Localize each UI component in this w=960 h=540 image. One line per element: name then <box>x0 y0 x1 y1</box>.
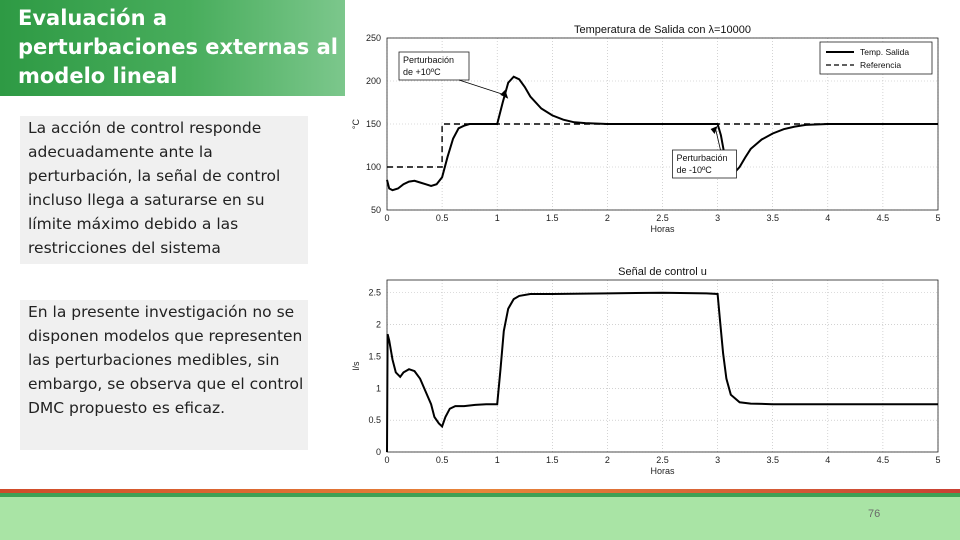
annotation-box <box>398 51 470 81</box>
y-tick-label: 1 <box>376 383 381 393</box>
x-tick-label: 3 <box>715 213 720 223</box>
annotation-arrow <box>458 79 505 96</box>
x-tick-label: 3.5 <box>766 213 779 223</box>
legend-label: Referencia <box>860 60 901 70</box>
slide-title: Evaluación a perturbaciones externas al … <box>18 6 338 88</box>
legend-box <box>819 41 933 75</box>
x-tick-label: 0.5 <box>436 213 449 223</box>
x-tick-label: 0 <box>384 213 389 223</box>
y-axis-label: °C <box>351 118 361 129</box>
y-tick-label: 0 <box>376 447 381 457</box>
y-tick-label: 0.5 <box>368 415 381 425</box>
plot-frame <box>386 279 939 453</box>
x-tick-label: 1.5 <box>546 213 559 223</box>
x-tick-label: 0.5 <box>436 455 449 465</box>
series-line-1 <box>386 291 938 453</box>
annotation-box <box>672 149 737 179</box>
footer-bar <box>0 497 960 540</box>
x-tick-label: 5 <box>935 213 940 223</box>
y-tick-label: 100 <box>366 162 381 172</box>
x-tick-label: 4 <box>825 213 830 223</box>
annotation-arrow <box>715 128 721 151</box>
annotation-arrowhead <box>710 126 718 134</box>
annotation-label: de -10ºC <box>677 165 713 175</box>
footer-stripe-red <box>0 489 960 493</box>
x-tick-label: 4 <box>825 455 830 465</box>
y-tick-label: 50 <box>371 205 381 215</box>
x-tick-label: 3.5 <box>766 455 779 465</box>
y-tick-label: 2 <box>376 320 381 330</box>
chart-title: Señal de control u <box>618 266 707 278</box>
x-tick-label: 1 <box>495 455 500 465</box>
text-box-2: En la presente investigación no se dispo… <box>20 300 308 450</box>
y-tick-label: 150 <box>366 119 381 129</box>
annotation-label: Perturbación <box>403 55 454 65</box>
title-bar <box>0 0 345 96</box>
temperature-chart: Temperatura de Salida con λ=10000 0 0.5 1 1.… <box>351 24 941 234</box>
x-tick-label: 4.5 <box>877 213 890 223</box>
x-tick-label: 4.5 <box>877 455 890 465</box>
y-tick-label: 250 <box>366 33 381 43</box>
y-tick-label: 200 <box>366 76 381 86</box>
legend-label: Temp. Salida <box>860 47 909 57</box>
x-tick-label: 2 <box>605 213 610 223</box>
x-tick-label: 3 <box>715 455 720 465</box>
x-tick-label: 2.5 <box>656 455 669 465</box>
x-axis-label: Horas <box>650 224 675 234</box>
y-tick-label: 1.5 <box>368 351 381 361</box>
page-number: 76 <box>868 508 881 520</box>
series-line-1 <box>386 75 938 192</box>
x-tick-label: 5 <box>935 455 940 465</box>
chart-title: Temperatura de Salida con λ=10000 <box>574 24 751 36</box>
x-tick-label: 2.5 <box>656 213 669 223</box>
text-box-1: La acción de control responde adecuadame… <box>20 116 308 264</box>
annotation-arrowhead <box>500 89 509 99</box>
y-tick-label: 2.5 <box>368 288 381 298</box>
x-tick-label: 1.5 <box>546 455 559 465</box>
annotation-label: Perturbación <box>677 153 728 163</box>
x-axis-label: Horas <box>650 466 675 476</box>
annotation-label: de +10ºC <box>403 67 441 77</box>
x-tick-label: 1 <box>495 213 500 223</box>
series-line-2 <box>387 123 938 168</box>
y-axis-label: l/s <box>351 361 361 371</box>
control-signal-chart: Señal de control u 0 0.5 1 1.5 2 2.5 3 3.5 4 4.5 5 0… <box>351 266 941 476</box>
footer-stripe-green <box>0 493 960 497</box>
x-tick-label: 0 <box>384 455 389 465</box>
x-tick-label: 2 <box>605 455 610 465</box>
